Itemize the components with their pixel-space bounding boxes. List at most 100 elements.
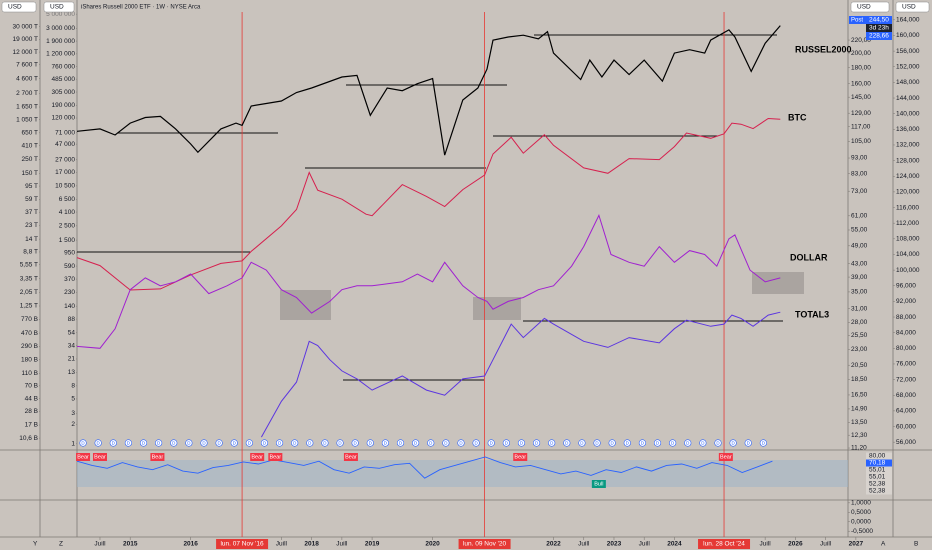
y-tick-label: 68,000: [896, 392, 916, 399]
y-tick-label: 27 000: [55, 156, 75, 163]
event-label-box: [698, 539, 751, 549]
y-tick-label: 14,90: [851, 406, 868, 413]
dividend-label: D: [565, 440, 569, 445]
dividend-label: D: [505, 440, 509, 445]
dividend-label: D: [97, 440, 101, 445]
unit-box[interactable]: [895, 1, 930, 13]
signal-label: Bear: [514, 454, 526, 460]
y-tick-label: 2 500: [59, 223, 76, 230]
value-tag: [866, 452, 892, 460]
countdown-tag: [866, 24, 892, 32]
dividend-label: D: [354, 440, 358, 445]
corner-label[interactable]: B: [914, 541, 918, 548]
event-label-box: [458, 539, 511, 549]
oscillator-line: [76, 456, 773, 479]
y-tick-label: 73,00: [851, 188, 868, 195]
signal-box: [591, 480, 606, 488]
y-tick-label: 3,35 T: [20, 275, 38, 282]
y-tick-label: 59 T: [25, 196, 38, 203]
dividend-label: D: [187, 440, 191, 445]
unit-label: USD: [8, 4, 22, 11]
unit-box[interactable]: [43, 1, 75, 13]
y-tick-label: 3: [71, 410, 75, 417]
dividend-label: D: [172, 440, 176, 445]
signal-label: Bear: [720, 454, 732, 460]
y-tick-label: 117,00: [851, 123, 871, 130]
dividend-label: D: [686, 440, 690, 445]
value-tag: [866, 487, 892, 495]
y-tick-label: 116,000: [896, 204, 919, 211]
y-tick-label: 44 B: [25, 395, 38, 402]
y-tick-label: 0,5000: [851, 509, 871, 516]
unit-box[interactable]: [1, 1, 37, 13]
y-tick-label: 129,00: [851, 110, 871, 117]
y-tick-label: 8,8 T: [23, 249, 38, 256]
y-tick-label: 17 000: [55, 169, 75, 176]
value-tag-label: 70,18: [869, 460, 886, 467]
corner-label[interactable]: A: [881, 541, 886, 548]
y-tick-label: 30 000 T: [12, 23, 38, 30]
dividend-marker: [608, 439, 616, 447]
x-tick-label: 2019: [365, 541, 380, 548]
dividend-label: D: [641, 440, 645, 445]
dividend-marker: [714, 439, 722, 447]
value-tag-label: 55,01: [869, 474, 886, 481]
signal-box: [343, 453, 358, 461]
y-tick-label: 18,50: [851, 376, 868, 383]
y-tick-label: 95 T: [25, 183, 38, 190]
y-tick-label: 84,000: [896, 329, 916, 336]
y-tick-label: 108,000: [896, 236, 920, 243]
y-tick-label: 180,00: [851, 64, 871, 71]
y-tick-label: 190 000: [52, 102, 76, 109]
dividend-label: D: [474, 440, 478, 445]
y-tick-label: 2: [71, 421, 75, 428]
dividend-marker: [457, 439, 465, 447]
range-box: [473, 297, 521, 320]
oscillator-band: [77, 460, 848, 487]
dividend-label: D: [202, 440, 206, 445]
signal-label: Bear: [94, 454, 106, 460]
y-tick-label: 124,000: [896, 173, 920, 180]
y-tick-label: 5,55 T: [20, 261, 38, 268]
signal-label: Bear: [77, 454, 89, 460]
signal-box: [76, 453, 91, 461]
y-tick-label: 31,00: [851, 305, 868, 312]
dividend-label: D: [716, 440, 720, 445]
y-tick-label: 485 000: [52, 76, 76, 83]
signal-box: [718, 453, 733, 461]
y-tick-label: 5 000 000: [46, 11, 75, 18]
y-tick-label: 23,00: [851, 346, 868, 353]
signal-label: Bear: [345, 454, 357, 460]
value-tag: [866, 473, 892, 481]
unit-box[interactable]: [850, 1, 890, 13]
dividend-label: D: [142, 440, 146, 445]
y-tick-label: 160,00: [851, 80, 871, 87]
y-tick-label: 140,000: [896, 110, 920, 117]
corner-label[interactable]: Y: [33, 541, 38, 548]
y-tick-label: 8: [71, 383, 75, 390]
y-tick-label: 13: [68, 369, 76, 376]
y-tick-label: 770 B: [21, 316, 38, 323]
y-tick-label: 148,000: [896, 79, 920, 86]
value-tag-label: 80,00: [869, 453, 886, 460]
dividend-label: D: [248, 440, 252, 445]
dividend-label: D: [490, 440, 494, 445]
dividend-label: D: [429, 440, 433, 445]
y-tick-label: 25,50: [851, 332, 868, 339]
x-tick-label: 2016: [183, 541, 198, 548]
y-tick-label: 49,00: [851, 243, 868, 250]
dividend-marker: [155, 439, 163, 447]
y-tick-label: 55,00: [851, 227, 868, 234]
y-tick-label: 76,000: [896, 361, 916, 368]
dividend-marker: [109, 439, 117, 447]
y-tick-label: 230: [64, 289, 75, 296]
price-tag: [866, 32, 892, 40]
dividend-marker: [381, 439, 390, 447]
y-tick-label: 100,000: [896, 267, 920, 274]
dividend-marker: [472, 439, 480, 447]
corner-label[interactable]: Z: [59, 541, 63, 548]
y-tick-label: 43,00: [851, 260, 868, 267]
y-tick-label: 145,00: [851, 94, 871, 101]
y-tick-label: 88,000: [896, 314, 916, 321]
